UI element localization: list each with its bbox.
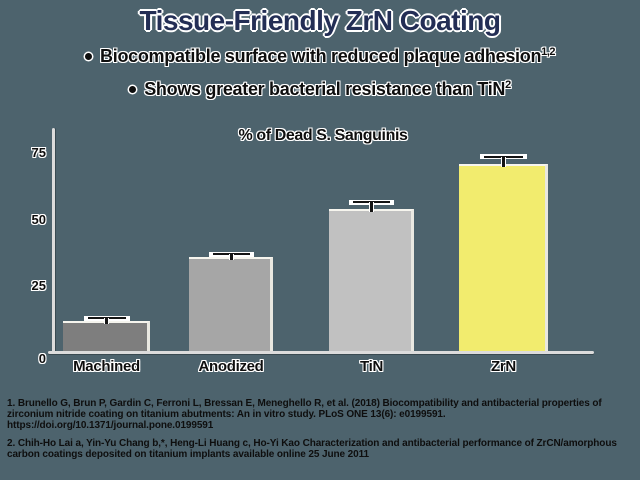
- category-label-machined: Machined: [73, 358, 140, 375]
- footnotes: 1. Brunello G, Brun P, Gardin C, Ferroni…: [7, 398, 635, 469]
- bar-machined: [63, 321, 150, 354]
- ytick-0: 0: [38, 351, 46, 366]
- category-label-anodized: Anodized: [198, 358, 264, 375]
- error-bar-stem-tin: [370, 202, 373, 212]
- ytick-75: 75: [31, 145, 46, 160]
- footnote-ref: 1,2: [541, 46, 555, 58]
- error-bar-stem-anodized: [229, 254, 233, 260]
- bullet-dot-icon: [129, 86, 137, 93]
- x-axis-line: [48, 351, 594, 354]
- ytick-25: 25: [31, 278, 46, 294]
- bullet-item-bacterial-resistance: Shows greater bacterial resistance than …: [0, 79, 640, 100]
- bullet-text: Shows greater bacterial resistance than …: [144, 79, 506, 99]
- page-title: Tissue-Friendly ZrN Coating: [139, 5, 501, 36]
- y-axis-line: [52, 128, 55, 354]
- citation-2: 2. Chih-Ho Lai a, Yin-Yu Chang b,*, Heng…: [7, 438, 617, 461]
- bullet-text: Biocompatible surface with reduced plaqu…: [100, 46, 542, 66]
- citation-1: 1. Brunello G, Brun P, Gardin C, Ferroni…: [7, 398, 602, 431]
- bar-tin: [329, 209, 414, 354]
- error-bar-stem-machined: [105, 318, 108, 324]
- footnote-ref: 2: [505, 79, 511, 91]
- category-label-zrn: ZrN: [491, 358, 516, 375]
- chart-title: % of Dead S. Sanguinis: [238, 127, 408, 144]
- bar-anodized: [189, 257, 273, 354]
- category-label-tin: TiN: [360, 358, 383, 375]
- bullet-dot-icon: [85, 53, 93, 60]
- ytick-50: 50: [31, 211, 46, 227]
- bullet-item-biocompatible: Biocompatible surface with reduced plaqu…: [0, 46, 640, 67]
- bar-zrn: [459, 163, 548, 354]
- error-bar-stem-zrn: [502, 156, 505, 167]
